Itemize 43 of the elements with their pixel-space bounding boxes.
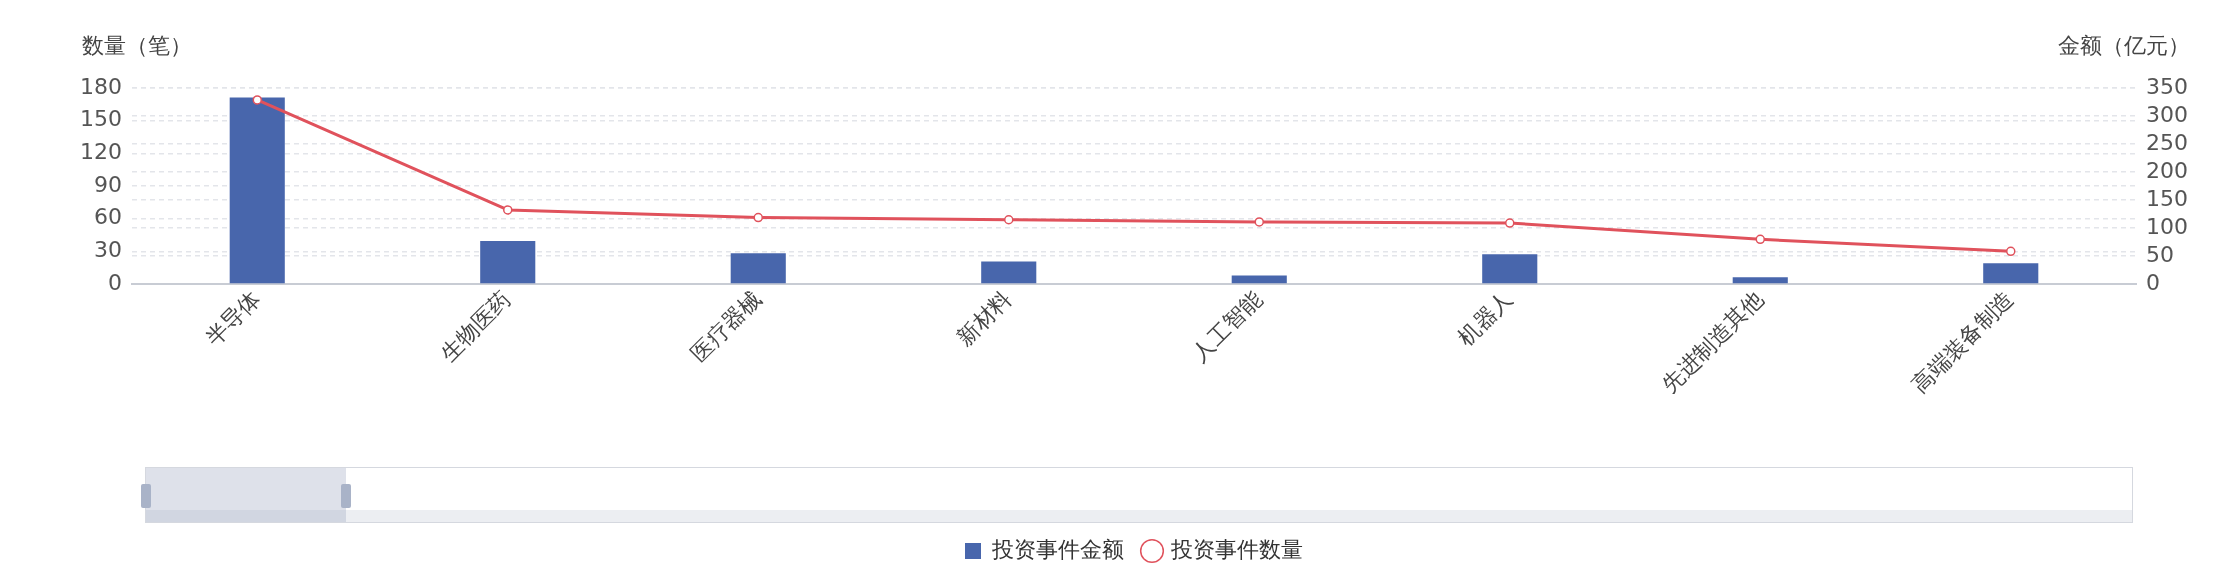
point bbox=[503, 205, 513, 215]
bar bbox=[1231, 275, 1287, 284]
y-tick-label: 90 bbox=[93, 171, 122, 197]
point bbox=[2006, 246, 2016, 257]
point bbox=[753, 212, 763, 223]
bar bbox=[229, 97, 285, 284]
point bbox=[1254, 217, 1264, 227]
bar bbox=[1983, 263, 2039, 284]
bar bbox=[1732, 277, 1788, 284]
y2-tick-label: 100 bbox=[2146, 213, 2189, 239]
y2-tick-label: 350 bbox=[2146, 73, 2189, 99]
point bbox=[1755, 234, 1766, 245]
x-tick-label: 高端装备制造 bbox=[1907, 286, 2019, 398]
y2-tick-label: 200 bbox=[2146, 157, 2189, 183]
bar bbox=[1482, 254, 1538, 284]
bar bbox=[730, 253, 786, 284]
x-tick-label: 新材料 bbox=[951, 286, 1017, 351]
x-tick-label: 机器人 bbox=[1452, 286, 1518, 351]
y-tick-label: 150 bbox=[79, 106, 122, 132]
y-tick-label: 30 bbox=[93, 237, 122, 263]
legend-label: 投资事件金额 bbox=[991, 536, 1124, 562]
y2-tick-label: 300 bbox=[2146, 101, 2189, 127]
y-axis-title: 数量（笔） bbox=[82, 32, 192, 58]
point bbox=[1505, 218, 1515, 228]
bar bbox=[981, 261, 1037, 284]
point bbox=[1004, 215, 1014, 225]
x-tick-label: 医疗器械 bbox=[685, 286, 766, 367]
y2-tick-label: 0 bbox=[2146, 269, 2161, 295]
legend-label: 投资事件数量 bbox=[1170, 536, 1303, 562]
y2-tick-label: 150 bbox=[2146, 185, 2189, 211]
x-tick-label: 人工智能 bbox=[1186, 286, 1267, 367]
x-tick-label: 生物医药 bbox=[435, 286, 516, 367]
y-tick-label: 60 bbox=[93, 204, 122, 230]
y2-axis-title: 金额（亿元） bbox=[2058, 32, 2190, 58]
point bbox=[252, 95, 262, 105]
y2-tick-label: 50 bbox=[2146, 241, 2175, 267]
y-tick-label: 120 bbox=[79, 139, 122, 165]
bar bbox=[480, 240, 536, 284]
y2-tick-label: 250 bbox=[2146, 129, 2189, 155]
x-tick-label: 半导体 bbox=[200, 286, 265, 351]
y-tick-label: 180 bbox=[79, 73, 122, 99]
y-tick-label: 0 bbox=[107, 269, 122, 295]
x-tick-label: 先进制造其他 bbox=[1656, 286, 1768, 398]
